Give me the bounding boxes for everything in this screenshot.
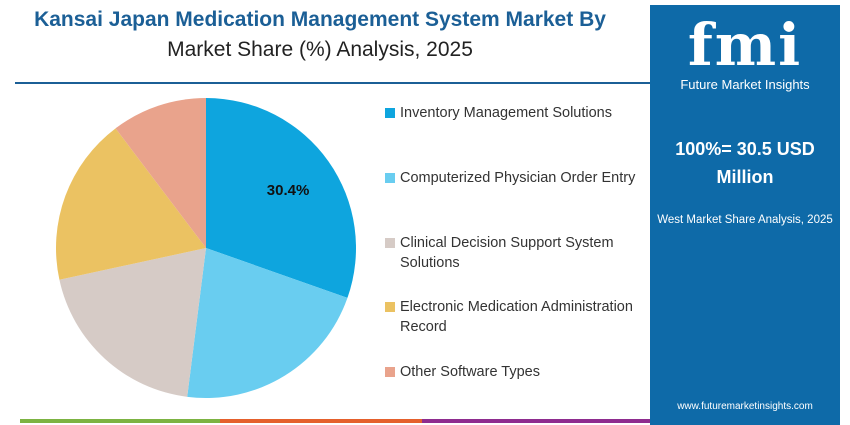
legend-swatch: [385, 367, 395, 377]
legend-label: Inventory Management Solutions: [400, 105, 612, 121]
pie-chart: 30.4%: [56, 98, 357, 398]
legend-swatch: [385, 108, 395, 118]
market-size: 100%= 30.5 USD Million: [675, 139, 815, 187]
chart-title-line2: Market Share (%) Analysis, 2025: [167, 38, 473, 61]
chart-title-line1: Kansai Japan Medication Management Syste…: [34, 8, 606, 31]
legend-item: Other Software Types: [385, 362, 645, 382]
legend-swatch: [385, 173, 395, 183]
pie-slice: [56, 128, 206, 280]
legend-item: Electronic Medication Administration Rec…: [385, 297, 645, 337]
legend-label: Other Software Types: [400, 364, 540, 380]
legend-item: Computerized Physician Order Entry: [385, 168, 645, 188]
fmi-logo: fmi: [687, 11, 803, 79]
footer-bar-orange: [220, 419, 422, 423]
logo-subtitle: Future Market Insights: [680, 77, 810, 92]
pie-slice: [206, 98, 357, 298]
website-link[interactable]: www.futuremarketinsights.com: [677, 401, 813, 412]
title-divider: [15, 82, 650, 84]
info-panel: fmi Future Market Insights 100%= 30.5 US…: [650, 5, 840, 425]
legend-label: Clinical Decision Support System Solutio…: [400, 235, 614, 271]
pie-slice: [115, 98, 206, 248]
legend-label: Electronic Medication Administration Rec…: [400, 299, 633, 335]
legend-item: Inventory Management Solutions: [385, 103, 645, 123]
data-label: 30.4%: [267, 182, 310, 199]
legend-swatch: [385, 302, 395, 312]
legend-swatch: [385, 238, 395, 248]
legend-item: Clinical Decision Support System Solutio…: [385, 233, 645, 273]
pie-slice: [187, 248, 348, 398]
footer-bar-purple: [422, 419, 650, 423]
pie-slice: [59, 248, 206, 397]
panel-subtitle: West Market Share Analysis, 2025: [657, 214, 833, 226]
legend-label: Computerized Physician Order Entry: [400, 170, 636, 186]
footer-bar-green: [20, 419, 220, 423]
